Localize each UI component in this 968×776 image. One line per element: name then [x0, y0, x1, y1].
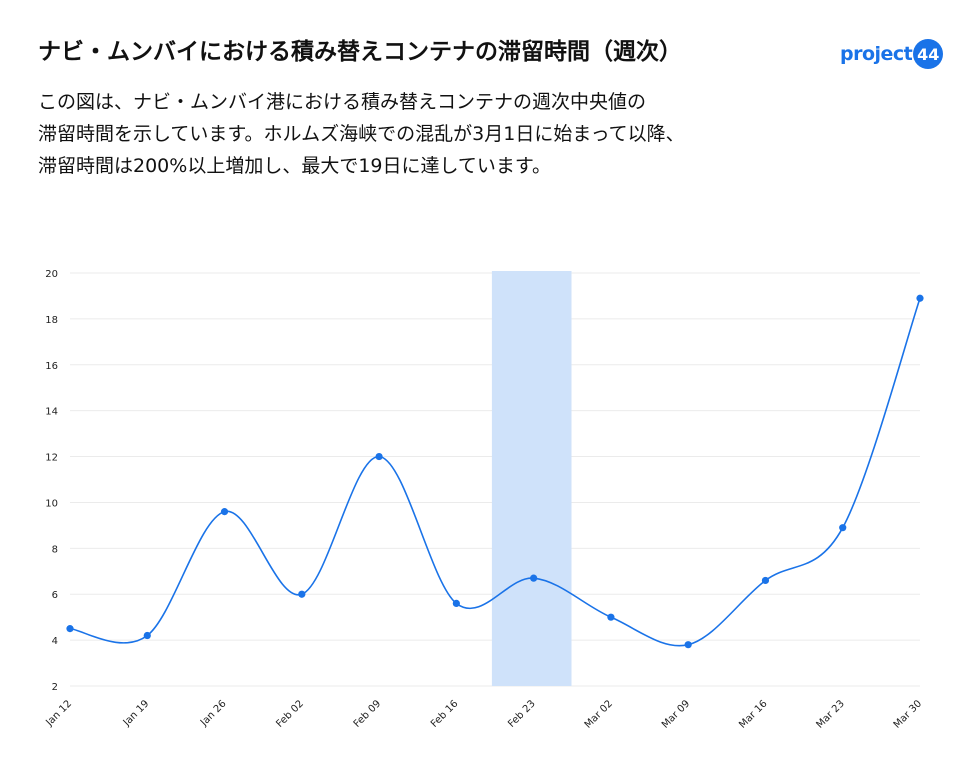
x-tick-label: Feb 02: [274, 698, 306, 730]
y-tick-label: 10: [45, 498, 58, 509]
data-point: [839, 524, 847, 532]
data-point: [66, 625, 74, 633]
y-tick-label: 4: [52, 636, 58, 647]
y-tick-label: 20: [45, 269, 58, 280]
x-tick-label: Mar 09: [660, 698, 692, 730]
subtitle-line-3: 滞留時間は200%以上増加し、最大で19日に達しています。: [38, 155, 552, 177]
data-point: [298, 590, 306, 598]
data-point: [607, 613, 615, 621]
data-point: [684, 641, 692, 649]
x-tick-label: Mar 16: [737, 698, 769, 730]
data-point: [761, 576, 770, 585]
y-tick-label: 14: [45, 407, 58, 418]
y-tick-label: 12: [45, 453, 58, 464]
x-axis-ticks: Jan 12 Jan 19 Jan 26 Feb 02 Feb 09 Feb 16 Feb …: [43, 698, 924, 730]
x-tick-label: Jan 12: [43, 698, 74, 729]
x-tick-label: Feb 09: [352, 698, 384, 730]
x-tick-label: Mar 30: [892, 698, 924, 730]
x-tick-label: Feb 16: [429, 698, 461, 730]
y-axis-ticks: 2 4 6 8 10 12 14 16 18 20: [45, 269, 58, 693]
y-tick-label: 2: [52, 682, 58, 693]
chart-subtitle: この図は、ナビ・ムンバイ港における積み替えコンテナの週次中央値の 滞留時間を示し…: [38, 86, 838, 182]
x-tick-label: Mar 02: [583, 698, 615, 730]
data-point: [452, 599, 460, 607]
x-tick-label: Feb 23: [506, 698, 538, 730]
line-chart: 2 4 6 8 10 12 14 16 18 20 Jan 12 Jan 19 Jan 26 Feb 0…: [43, 269, 924, 731]
y-tick-label: 16: [45, 361, 58, 372]
data-point: [530, 574, 538, 582]
data-point: [916, 294, 924, 302]
project44-logo: project 44: [840, 38, 944, 70]
logo-badge: 44: [913, 39, 944, 69]
series-points: [66, 294, 924, 649]
subtitle-line-2: 滞留時間を示しています。ホルムズ海峡での混乱が3月1日に始まって以降、: [38, 123, 685, 145]
x-tick-label: Jan 26: [198, 698, 229, 729]
chart-title: ナビ・ムンバイにおける積み替えコンテナの滞留時間（週次）: [38, 39, 682, 65]
highlight-band: [491, 271, 572, 686]
data-point: [375, 452, 383, 461]
subtitle-line-1: この図は、ナビ・ムンバイ港における積み替えコンテナの週次中央値の: [38, 91, 647, 113]
highlight-band-layer: [491, 271, 572, 686]
y-tick-label: 8: [52, 544, 58, 555]
data-point: [220, 508, 229, 516]
x-tick-label: Jan 19: [121, 698, 152, 729]
logo-text: project: [840, 43, 913, 65]
x-tick-label: Mar 23: [814, 698, 846, 730]
data-point: [143, 631, 151, 640]
y-tick-label: 18: [45, 315, 58, 326]
y-tick-label: 6: [52, 590, 58, 601]
